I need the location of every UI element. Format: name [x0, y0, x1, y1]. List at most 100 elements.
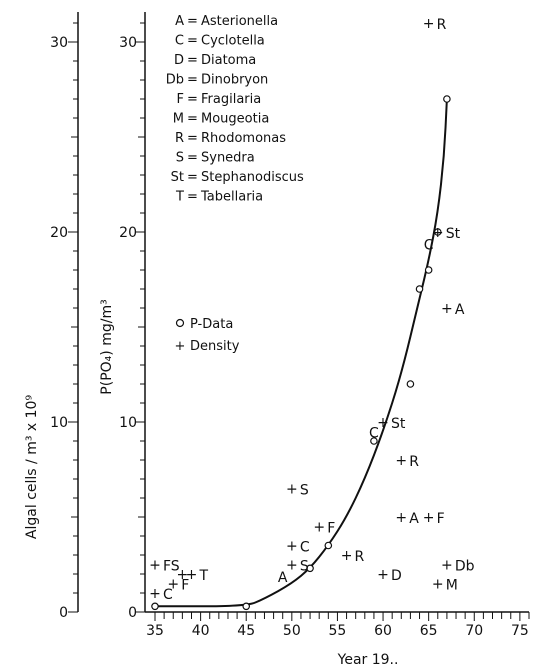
x-tick-label: 60 — [374, 623, 392, 639]
p-data-point — [415, 285, 424, 293]
species-key-code: A — [175, 14, 184, 29]
density-point: + — [286, 539, 298, 555]
density-point-label: F — [181, 578, 189, 594]
density-point: + — [395, 510, 407, 526]
density-point-label: F — [327, 521, 335, 537]
density-point-label: M — [446, 578, 458, 594]
legend-label: P-Data — [190, 317, 233, 332]
density-point-label: R — [437, 17, 447, 33]
species-key-code: S — [176, 151, 184, 166]
right-y-axis: 0 10 20 30 — [119, 12, 146, 621]
species-key-code: M — [173, 112, 184, 127]
species-key-eq: = — [187, 190, 198, 205]
species-key-name: Cyclotella — [201, 34, 265, 49]
density-point: + — [176, 567, 188, 583]
density-point: + — [313, 520, 325, 536]
species-key-eq: = — [187, 170, 198, 185]
species-key-name: Stephanodiscus — [201, 170, 304, 185]
left-y-tick-label: 0 — [59, 605, 68, 621]
density-point-label: A — [455, 302, 465, 318]
y-axis-title-left: Algal cells / m³ x 10⁹ — [24, 395, 40, 540]
species-key-eq: = — [187, 112, 198, 127]
p-data-point — [406, 380, 415, 388]
species-key-code: T — [175, 190, 184, 205]
density-point-label: C — [424, 237, 434, 253]
p-data-point — [443, 95, 451, 103]
density-point-label: F — [437, 511, 445, 527]
p-data-point — [370, 437, 378, 445]
density-point-label: R — [409, 454, 419, 470]
p-data-point — [306, 564, 314, 573]
legend-symbol-plus: + — [175, 339, 186, 354]
species-key-name: Diatoma — [201, 53, 256, 68]
p-curve-line — [155, 98, 448, 608]
p-data-point — [151, 602, 159, 611]
x-axis: 35 40 45 50 55 60 65 70 75 — [145, 611, 530, 639]
species-key-eq: = — [187, 34, 198, 49]
density-point: + — [377, 415, 389, 431]
species-key-name: Tabellaria — [200, 190, 263, 205]
species-key-name: Dinobryon — [201, 73, 268, 88]
species-key-eq: = — [187, 14, 198, 29]
p-data-points — [151, 95, 451, 611]
density-point: + — [395, 453, 407, 469]
density-point: + — [286, 482, 298, 498]
species-key-name: Synedra — [201, 151, 255, 166]
density-point-label: Db — [455, 559, 475, 575]
density-point: + — [186, 567, 198, 583]
x-tick-label: 50 — [283, 623, 301, 639]
p-data-point — [424, 266, 433, 274]
species-key-eq: = — [187, 73, 198, 88]
left-y-tick-label: 10 — [50, 415, 68, 431]
p-data-point — [242, 602, 251, 611]
legend: P-Data + Density — [175, 317, 240, 354]
species-key-name: Rhodomonas — [201, 131, 286, 146]
species-key-code: D — [174, 53, 184, 68]
left-y-axis: 0 10 20 30 — [50, 12, 79, 621]
p-data-point — [324, 541, 333, 550]
density-point-label: St — [446, 226, 461, 242]
right-y-tick-label: 30 — [119, 35, 137, 51]
x-axis-title: Year 19.. — [337, 652, 399, 668]
density-point: + — [423, 16, 435, 32]
right-y-tick-label: 20 — [119, 225, 137, 241]
species-key-code: C — [175, 34, 184, 49]
species-key-code: F — [177, 92, 184, 107]
species-key-eq: = — [187, 92, 198, 107]
density-point-label: C — [163, 587, 173, 603]
species-key-name: Asterionella — [201, 14, 278, 29]
species-key-eq: = — [187, 151, 198, 166]
density-point-label: T — [198, 568, 208, 584]
density-point-label: S — [300, 483, 309, 499]
density-point-label: R — [355, 549, 365, 565]
density-point: + — [377, 567, 389, 583]
density-point-label: A — [409, 511, 419, 527]
species-key-eq: = — [187, 53, 198, 68]
density-point-label: FS — [163, 559, 180, 575]
legend-label: Density — [190, 339, 240, 354]
density-point-label: St — [391, 416, 406, 432]
x-tick-label: 45 — [237, 623, 255, 639]
density-point-label: A — [278, 570, 288, 586]
species-key-name: Fragilaria — [201, 92, 261, 107]
density-point: + — [167, 577, 179, 593]
density-points: + FS+ C+ F++ T+ S+ C+ F+ R+ D+ St+ R+ A + F+ R+ St+ A+ M+ D… — [149, 16, 475, 603]
x-tick-label: 70 — [465, 623, 483, 639]
density-point-label: C — [369, 426, 379, 442]
density-point: + — [432, 225, 444, 241]
density-point-label: D — [391, 568, 402, 584]
x-tick-label: 55 — [329, 623, 347, 639]
density-point-label: S — [300, 559, 309, 575]
y-axis-title-right: P(PO₄) mg/m³ — [99, 299, 115, 394]
x-tick-label: 35 — [146, 623, 164, 639]
density-point: + — [432, 577, 444, 593]
legend-symbol-circle — [175, 318, 185, 328]
density-point: + — [441, 301, 453, 317]
density-point: + — [441, 558, 453, 574]
density-point: + — [149, 558, 161, 574]
p-data-point — [433, 228, 442, 236]
density-point: + — [341, 548, 353, 564]
species-key-name: Mougeotia — [201, 112, 269, 127]
x-tick-label: 75 — [511, 623, 529, 639]
